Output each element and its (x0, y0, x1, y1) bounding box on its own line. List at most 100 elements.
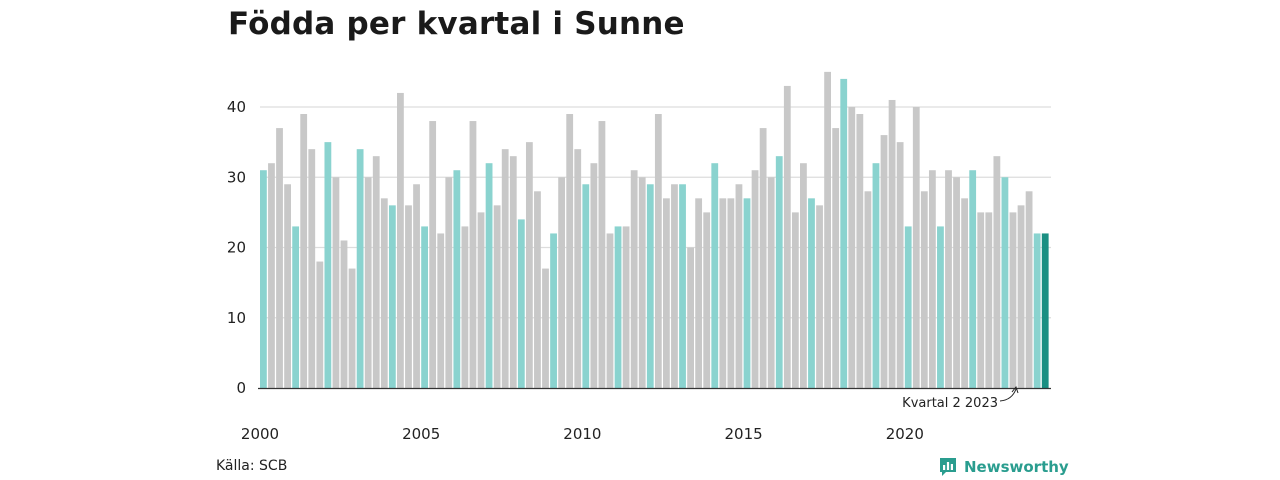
bar (791, 212, 799, 389)
bar (856, 114, 864, 389)
bar (945, 170, 952, 388)
bar (268, 163, 275, 388)
bar (663, 198, 670, 388)
bar (1001, 177, 1009, 388)
bar (961, 198, 969, 388)
bar (413, 184, 420, 388)
bar (574, 149, 582, 388)
bar (598, 121, 606, 389)
y-tick-label: 30 (227, 168, 246, 186)
bar (445, 177, 453, 388)
bar (308, 149, 316, 388)
x-tick-label: 2015 (725, 425, 763, 443)
bar-chart: 0 10 20 30 40 2000 2005 2010 2015 2020 Kvartal 2… (227, 71, 1051, 443)
bar (485, 163, 493, 388)
x-tick-label: 2020 (886, 425, 924, 443)
bar (517, 219, 525, 388)
bar (654, 114, 662, 389)
newsworthy-logo-icon (940, 458, 956, 476)
bar (985, 212, 993, 389)
bar (372, 156, 380, 388)
bar (477, 212, 485, 389)
bar (397, 92, 404, 388)
bar (276, 128, 283, 388)
bar (429, 121, 437, 389)
bar (832, 128, 840, 388)
annotation-arrow (999, 385, 1019, 402)
bar (405, 205, 412, 388)
brand-logo: Newsworthy (938, 456, 1069, 478)
bar (534, 191, 541, 388)
x-tick-label: 2010 (563, 425, 601, 443)
bar (1041, 233, 1049, 388)
bar (864, 191, 872, 388)
bar (292, 226, 300, 388)
bar (550, 233, 557, 388)
source-label: Källa: SCB (216, 458, 288, 474)
y-tick-label: 20 (227, 239, 246, 257)
bar (622, 226, 630, 388)
bar (437, 233, 445, 388)
bar (695, 198, 703, 388)
bar (453, 170, 461, 388)
bar (840, 78, 848, 389)
bar (751, 170, 759, 388)
bar (759, 128, 767, 388)
x-tick-label: 2005 (402, 425, 440, 443)
bar (671, 184, 678, 388)
chart-title: Födda per kvartal i Sunne (228, 6, 685, 42)
bar (872, 163, 880, 388)
bar (953, 177, 960, 388)
bar (703, 212, 711, 389)
bar (888, 99, 896, 388)
bar (1017, 205, 1025, 388)
bar (880, 135, 888, 388)
bar (340, 240, 348, 388)
bar (848, 107, 856, 388)
bar (332, 177, 340, 388)
bar (993, 156, 1001, 388)
bar (324, 142, 332, 389)
y-tick-label: 40 (227, 98, 246, 116)
bar (493, 205, 501, 388)
bar (356, 149, 364, 388)
x-axis-ticks: 2000 2005 2010 2015 2020 (241, 425, 924, 443)
bar (767, 177, 775, 388)
bar (928, 170, 936, 388)
bar (461, 226, 469, 388)
bar (824, 71, 831, 389)
bar (630, 170, 638, 388)
bar (614, 226, 622, 388)
bar (300, 114, 308, 389)
bar (783, 85, 791, 389)
bar (896, 142, 904, 389)
bar (1009, 212, 1017, 389)
bar (558, 177, 566, 388)
brand-name: Newsworthy (964, 458, 1069, 476)
y-tick-label: 0 (236, 379, 246, 397)
bar (735, 184, 743, 388)
bar (606, 233, 614, 388)
bar (364, 177, 372, 388)
y-axis-ticks: 0 10 20 30 40 (227, 98, 246, 397)
bar (316, 261, 324, 388)
bar (1025, 191, 1033, 388)
bar (388, 205, 396, 388)
bar (284, 184, 291, 388)
bar (260, 170, 267, 388)
annotation-label: Kvartal 2 2023 (902, 396, 998, 411)
bar (380, 198, 388, 388)
bar (808, 198, 815, 388)
x-tick-label: 2000 (241, 425, 279, 443)
bar (904, 226, 912, 388)
bar (421, 226, 428, 388)
bar (920, 191, 928, 388)
bar (501, 149, 509, 388)
bar (679, 184, 686, 388)
bar (566, 114, 574, 389)
bar (912, 107, 920, 388)
bar (348, 268, 356, 388)
bar (590, 163, 598, 388)
bar (937, 226, 944, 388)
bar (816, 205, 823, 388)
